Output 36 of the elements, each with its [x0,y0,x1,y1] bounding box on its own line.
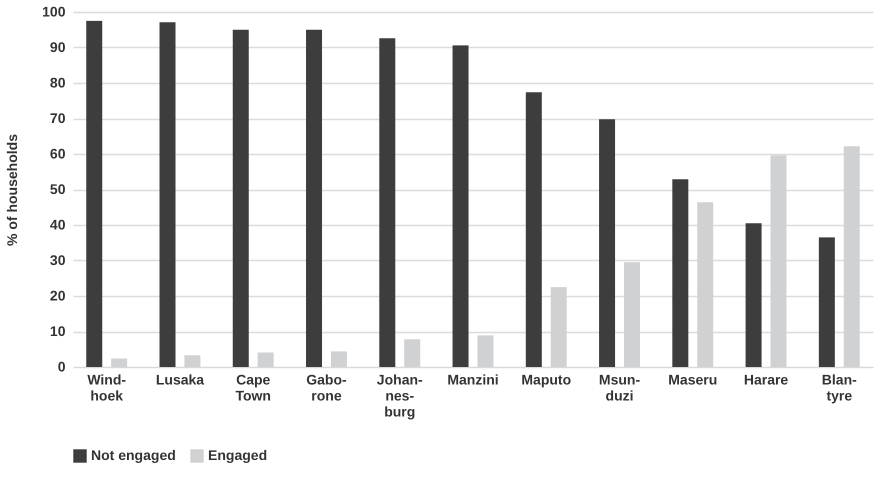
y-tick-label: 40 [50,216,66,232]
bar [379,38,396,367]
x-tick-label: Maputo [521,372,572,388]
bar [452,45,469,367]
x-tick-label: Lusaka [156,372,204,388]
y-tick-label: 90 [50,39,66,55]
x-tick-label: Blan- tyre [822,372,858,404]
x-tick-label: Cape Town [235,372,271,404]
bar [160,22,176,367]
bar [232,30,249,367]
y-tick-label: 0 [58,358,66,374]
y-tick-label: 60 [50,146,66,162]
x-tick-label: Maseru [668,372,718,388]
x-tick-label: Gabo- rone [306,372,348,404]
y-tick-label: 50 [50,181,66,197]
y-tick-label: 30 [50,252,66,268]
x-tick-label: Johan- nes- burg [376,372,424,420]
bar [818,237,835,367]
bar [746,223,762,367]
bar [306,30,322,367]
bar [599,119,616,367]
y-tick-label: 70 [50,110,66,126]
bar [526,92,542,367]
y-tick-label: 10 [50,323,66,339]
y-axis-title: % of households [4,134,20,246]
legend-label: Not engaged [91,447,176,463]
y-tick-label: 80 [50,74,66,90]
bar [672,179,688,367]
y-tick-label: 100 [42,4,66,20]
x-tick-label: Wind- hoek [87,372,126,404]
x-tick-label: Manzini [447,372,499,388]
x-tick-label: Harare [744,372,788,388]
x-tick-label: Msun- duzi [598,372,640,404]
bar [86,20,102,367]
legend-label: Engaged [208,447,268,463]
y-tick-label: 20 [50,288,66,304]
